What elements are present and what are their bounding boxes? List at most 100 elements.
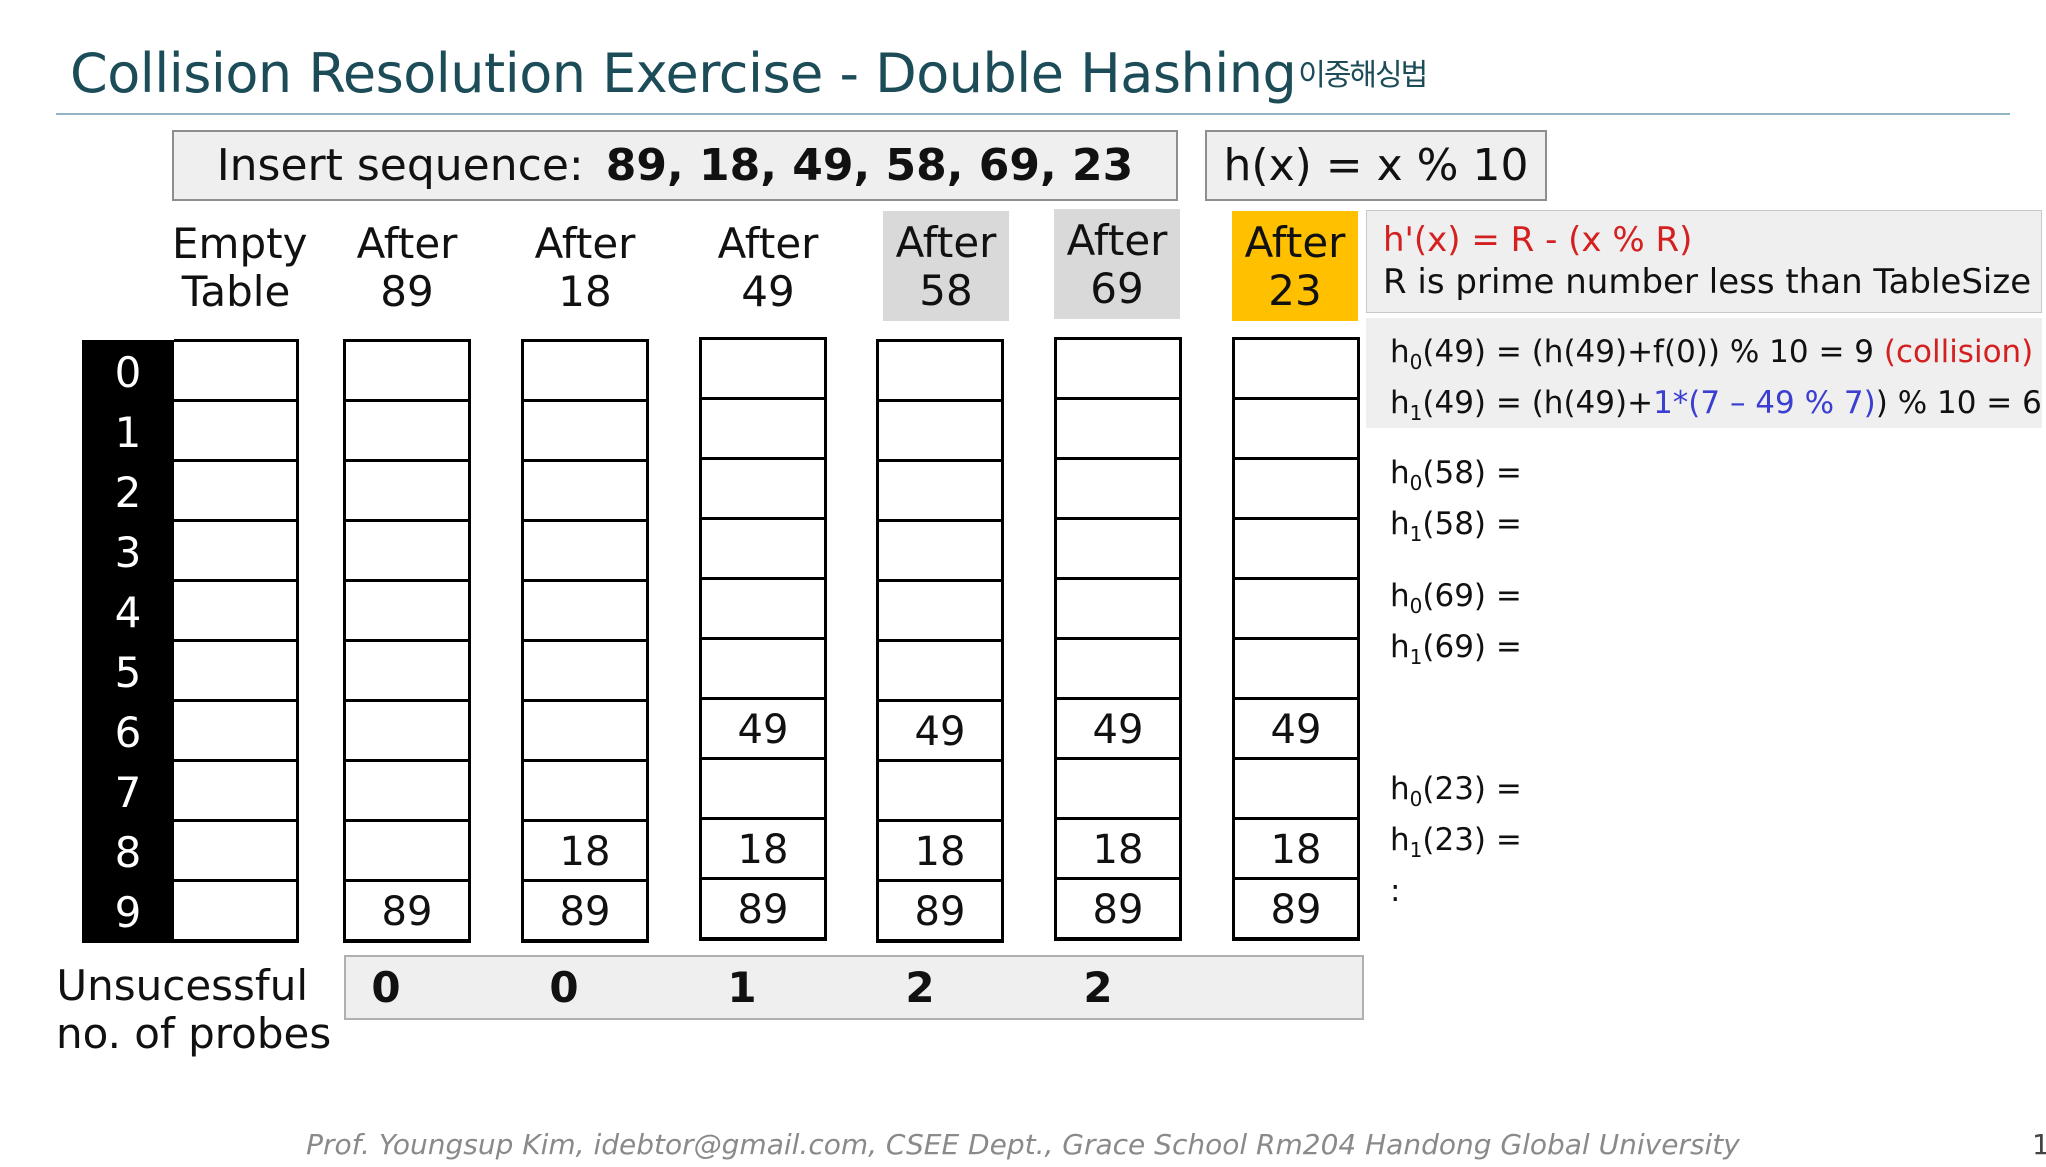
column-header-line2: 23 [1268, 266, 1322, 315]
note-fn: h [1390, 455, 1410, 491]
column-header-after-18: After 18 [521, 220, 649, 316]
column-header-line1: After [895, 218, 997, 267]
note-fn: h [1390, 822, 1410, 858]
rehash-function-box: h'(x) = R - (x % R) R is prime number le… [1366, 210, 2042, 313]
table-cell: 18 [524, 822, 646, 882]
table-cell [346, 522, 468, 582]
note-fn: h [1390, 771, 1410, 807]
table-cell [346, 402, 468, 462]
note-sub: 1 [1409, 645, 1423, 670]
table-cell: 49 [1235, 700, 1357, 760]
index-label: 2 [114, 468, 142, 517]
table-cell [346, 822, 468, 882]
title-text: Collision Resolution Exercise - Double H… [70, 42, 1297, 105]
note-sub: 0 [1409, 471, 1423, 496]
note-fn: h [1390, 578, 1410, 614]
probe-count: 0 [371, 963, 401, 1012]
table-cell [702, 640, 824, 700]
column-header-after-49: After 49 [704, 220, 832, 316]
table-cell [879, 762, 1001, 822]
column-header-line1: Empty [172, 219, 308, 268]
note-h0-49: h0(49) = (h(49)+f(0)) % 10 = 9 (collisio… [1390, 334, 2033, 374]
note-h0-58: h0(58) = [1390, 455, 1522, 495]
table-cell [524, 582, 646, 642]
note-h1-49: h1(49) = (h(49)+1*(7 – 49 % 7)) % 10 = 6 [1390, 385, 2042, 425]
column-header-line2: 58 [919, 266, 973, 315]
note-expr: (69) = [1422, 629, 1522, 665]
table-cell: 89 [1057, 880, 1179, 940]
table-cell [174, 522, 296, 582]
note-sub: 0 [1409, 787, 1423, 812]
note-sub: 1 [1409, 401, 1423, 426]
table-cell [524, 762, 646, 822]
table-cell [879, 522, 1001, 582]
note-ellipsis: : [1390, 873, 1401, 909]
index-label: 6 [114, 708, 142, 757]
note-h1-23: h1(23) = [1390, 822, 1522, 862]
table-cell [524, 702, 646, 762]
column-header-after-23: After 23 [1232, 211, 1358, 321]
table-cell [1235, 640, 1357, 700]
table-cell [1235, 460, 1357, 520]
table-cell [524, 462, 646, 522]
index-label: 8 [114, 828, 142, 877]
page-number: 1 [2032, 1128, 2046, 1161]
table-cell [524, 342, 646, 402]
index-label: 1 [114, 408, 142, 457]
insert-sequence-values: 89, 18, 49, 58, 69, 23 [605, 140, 1134, 191]
column-header-line2: 18 [558, 267, 612, 316]
index-label: 7 [114, 768, 142, 817]
probe-count: 0 [549, 963, 579, 1012]
column-header-line2: 69 [1090, 264, 1144, 313]
table-cell [1235, 400, 1357, 460]
column-header-line1: After [1244, 218, 1346, 267]
column-header-line1: After [534, 219, 636, 268]
column-header-line2: Table [181, 267, 291, 316]
table-cell [1057, 400, 1179, 460]
table-cell [879, 402, 1001, 462]
note-sub: 0 [1409, 350, 1423, 375]
note-collision: (collision) [1883, 334, 2034, 370]
table-cell [346, 342, 468, 402]
rehash-note: R is prime number less than TableSize [1383, 262, 2032, 302]
table-cell [702, 520, 824, 580]
probe-count: 2 [1083, 963, 1113, 1012]
hash-table-empty [174, 339, 299, 943]
note-sub: 1 [1409, 522, 1423, 547]
note-fn: h [1390, 506, 1410, 542]
note-fn: h [1390, 334, 1410, 370]
table-cell [1235, 580, 1357, 640]
slide-title: Collision Resolution Exercise - Double H… [70, 42, 1428, 105]
table-cell [174, 882, 296, 942]
note-h1-58: h1(58) = [1390, 506, 1522, 546]
table-cell: 89 [879, 882, 1001, 942]
table-cell [524, 522, 646, 582]
table-cell [1057, 460, 1179, 520]
column-header-line1: After [1066, 216, 1168, 265]
table-cell [174, 822, 296, 882]
title-divider [56, 113, 2010, 115]
probe-count: 1 [727, 963, 757, 1012]
hash-function-text: h(x) = x % 10 [1223, 140, 1529, 191]
column-header-line2: 49 [741, 267, 795, 316]
table-cell [1235, 340, 1357, 400]
table-cell: 49 [879, 702, 1001, 762]
table-cell [702, 580, 824, 640]
note-fn: h [1390, 385, 1410, 421]
note-expr: (58) = [1422, 506, 1522, 542]
table-cell [702, 340, 824, 400]
probes-label-line2: no. of probes [56, 1009, 332, 1058]
note-fn: h [1390, 629, 1410, 665]
table-cell [174, 402, 296, 462]
note-h1-69: h1(69) = [1390, 629, 1522, 669]
hash-function-box: h(x) = x % 10 [1205, 130, 1547, 201]
table-cell [1057, 340, 1179, 400]
table-cell [524, 402, 646, 462]
index-label: 9 [114, 888, 142, 937]
probes-label-line1: Unsucessful [56, 961, 308, 1010]
probes-box: 0 0 1 2 2 [344, 955, 1364, 1020]
footer-credit: Prof. Youngsup Kim, idebtor@gmail.com, C… [306, 1128, 1740, 1161]
table-cell [174, 342, 296, 402]
table-cell [879, 342, 1001, 402]
table-cell [174, 642, 296, 702]
